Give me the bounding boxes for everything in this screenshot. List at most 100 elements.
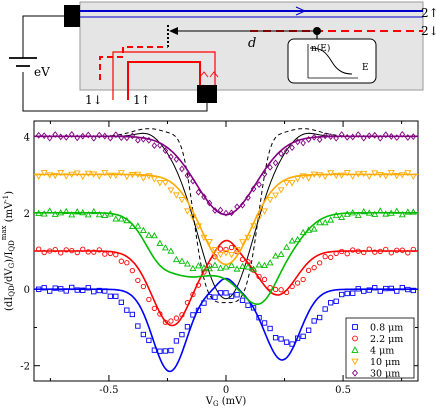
data-point bbox=[394, 288, 400, 294]
data-point bbox=[244, 263, 252, 270]
data-point bbox=[405, 134, 411, 141]
data-point bbox=[327, 133, 334, 141]
data-point bbox=[410, 133, 417, 141]
data-point bbox=[167, 187, 175, 194]
data-point bbox=[388, 133, 395, 140]
data-point bbox=[388, 285, 394, 292]
data-point bbox=[343, 170, 351, 177]
data-point bbox=[63, 288, 69, 294]
data-point bbox=[294, 176, 302, 183]
data-point bbox=[360, 134, 367, 142]
data-point bbox=[233, 246, 241, 254]
data-point bbox=[189, 264, 197, 272]
data-point bbox=[371, 210, 379, 217]
data-point bbox=[172, 192, 180, 199]
data-point bbox=[344, 251, 350, 257]
data-point bbox=[382, 131, 389, 139]
data-point bbox=[107, 293, 113, 299]
data-point bbox=[310, 225, 318, 232]
data-point bbox=[80, 287, 86, 293]
data-point bbox=[256, 273, 262, 280]
data-point bbox=[272, 159, 279, 167]
data-point bbox=[40, 210, 48, 217]
data-point bbox=[234, 292, 240, 298]
data-point bbox=[311, 265, 317, 271]
data-point bbox=[129, 311, 135, 318]
data-point bbox=[277, 250, 285, 257]
data-point bbox=[79, 208, 87, 216]
y-tick-label: -2 bbox=[20, 362, 30, 373]
data-point bbox=[102, 132, 108, 140]
fit-curve bbox=[34, 135, 418, 216]
data-point bbox=[278, 150, 284, 158]
data-point bbox=[113, 293, 119, 299]
data-point bbox=[316, 218, 324, 226]
x-tick-label: -0.5 bbox=[99, 385, 118, 396]
data-point bbox=[245, 194, 251, 202]
data-point bbox=[245, 302, 251, 308]
data-point bbox=[283, 180, 291, 187]
data-point bbox=[272, 335, 279, 341]
data-point bbox=[382, 210, 390, 217]
data-point bbox=[68, 131, 75, 138]
battery-icon bbox=[9, 57, 37, 67]
data-point bbox=[300, 333, 306, 339]
data-point bbox=[162, 147, 169, 155]
data-point bbox=[333, 250, 339, 257]
data-point bbox=[322, 132, 328, 140]
data-point bbox=[299, 228, 307, 236]
data-point bbox=[58, 286, 64, 292]
data-point bbox=[84, 170, 92, 177]
x-axis-label: VG (mV) bbox=[205, 396, 247, 408]
data-point bbox=[85, 285, 91, 291]
data-point bbox=[283, 147, 290, 155]
schematic: d n(E) E 2↑ 2↓ 1↓ 1↑ eV bbox=[9, 1, 436, 112]
data-point bbox=[52, 285, 58, 291]
data-point bbox=[261, 320, 268, 326]
plot: -0.5 0 0.5 -2 0 2 4 VG (mV) (dIQD/dVG)/IQDmax… bbox=[0, 120, 419, 408]
data-point bbox=[102, 251, 108, 257]
data-point bbox=[294, 335, 301, 341]
data-point bbox=[261, 261, 269, 268]
data-point bbox=[399, 130, 406, 138]
data-point bbox=[371, 131, 378, 139]
data-point bbox=[168, 318, 174, 324]
data-point bbox=[96, 287, 102, 294]
data-point bbox=[321, 173, 329, 181]
legend-label: 2.2 μm bbox=[370, 334, 403, 345]
data-point bbox=[371, 170, 379, 177]
data-point bbox=[211, 261, 219, 268]
data-point bbox=[355, 131, 362, 138]
data-point bbox=[377, 288, 383, 294]
data-point bbox=[372, 249, 378, 255]
data-point bbox=[354, 171, 362, 178]
data-point bbox=[393, 207, 401, 214]
data-point bbox=[255, 261, 263, 268]
data-point bbox=[366, 246, 372, 252]
data-point bbox=[310, 171, 318, 178]
data-point bbox=[405, 286, 411, 293]
data-point bbox=[387, 169, 395, 177]
data-point bbox=[118, 258, 124, 264]
data-point bbox=[79, 173, 87, 181]
data-point bbox=[146, 337, 152, 344]
legend-label: 0.8 μm bbox=[370, 323, 403, 334]
data-point bbox=[328, 254, 334, 261]
data-point bbox=[299, 173, 307, 180]
data-point bbox=[150, 176, 158, 183]
data-point bbox=[239, 256, 246, 263]
data-point bbox=[62, 173, 70, 180]
data-point bbox=[288, 180, 296, 187]
data-point bbox=[365, 173, 373, 181]
series-triangle-down bbox=[34, 169, 418, 266]
data-point bbox=[102, 288, 108, 294]
data-point bbox=[113, 131, 119, 139]
data-point bbox=[250, 305, 257, 311]
data-point bbox=[317, 314, 323, 321]
data-point bbox=[206, 264, 213, 272]
data-point bbox=[135, 277, 141, 284]
data-point bbox=[272, 192, 280, 199]
data-point bbox=[69, 284, 75, 291]
data-point bbox=[360, 170, 368, 178]
